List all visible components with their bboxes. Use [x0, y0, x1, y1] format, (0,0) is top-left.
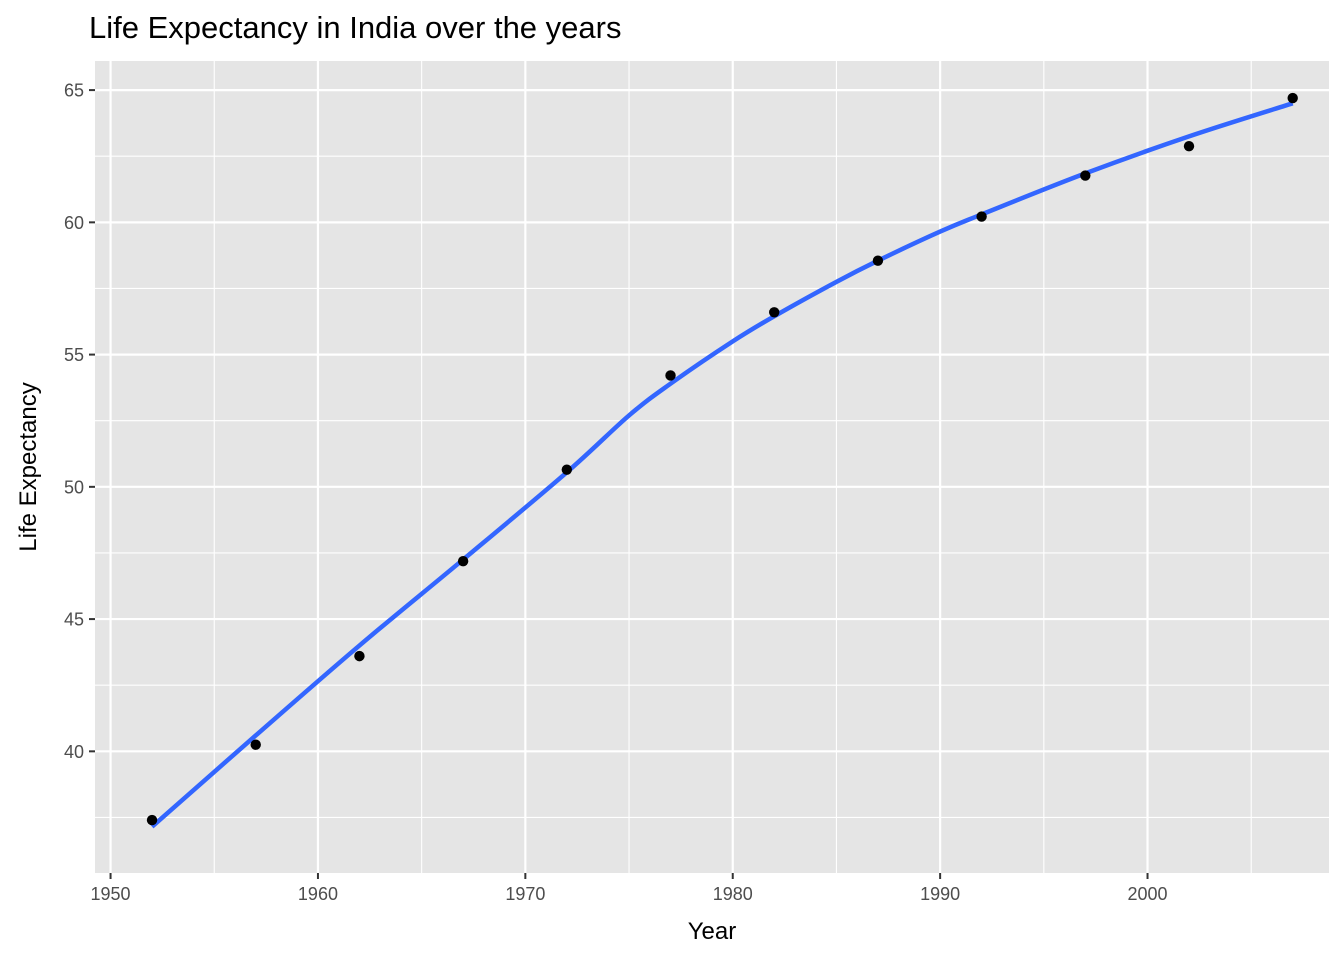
grid-minor: [95, 61, 1329, 873]
y-axis-title: Life Expectancy: [15, 382, 42, 551]
data-point: [1287, 92, 1298, 104]
data-point: [769, 307, 780, 318]
data-point: [354, 650, 365, 662]
data-point: [561, 464, 573, 475]
points-layer: [146, 92, 1298, 826]
smooth-line-layer: [150, 101, 1294, 829]
y-tick-label: 60: [64, 213, 84, 233]
data-point: [1183, 140, 1195, 152]
data-point: [457, 555, 469, 567]
x-tick-label: 1980: [713, 884, 753, 904]
x-tick-label: 2000: [1128, 884, 1168, 904]
y-tick-label: 55: [64, 345, 84, 365]
data-point: [976, 211, 987, 222]
y-tick-label: 65: [64, 81, 84, 101]
data-point: [1080, 170, 1091, 181]
x-axis: 1950 1960 1970 1980 1990 2000: [91, 873, 1168, 904]
data-point: [146, 814, 158, 826]
x-tick-label: 1950: [91, 884, 131, 904]
x-tick-label: 1990: [920, 884, 960, 904]
data-point: [665, 370, 676, 381]
x-axis-title: Year: [688, 918, 737, 945]
data-point: [250, 739, 261, 750]
chart-title: Life Expectancy in India over the years: [89, 10, 622, 45]
x-tick-label: 1970: [505, 884, 545, 904]
plot-panel: [95, 61, 1329, 873]
y-axis: 40 45 50 55 60 65: [64, 81, 95, 762]
data-point: [872, 255, 884, 266]
grid-major: [95, 61, 1329, 873]
y-tick-label: 40: [64, 742, 84, 762]
smooth-fit-line: [150, 101, 1294, 829]
x-tick-label: 1960: [298, 884, 338, 904]
y-tick-label: 45: [64, 610, 84, 630]
y-tick-label: 50: [64, 477, 84, 497]
